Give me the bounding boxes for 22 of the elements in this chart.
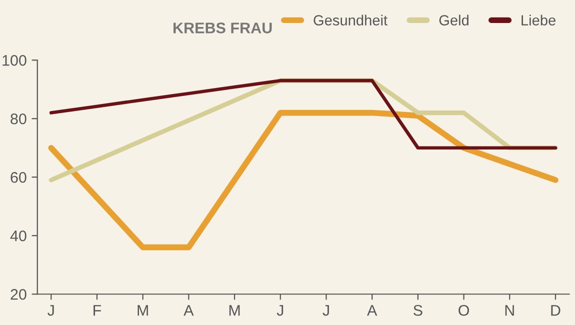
y-tick-label: 80 [10,113,26,124]
x-tick-label: J [322,305,329,316]
x-tick-label: J [48,305,54,316]
x-tick-label: O [458,304,470,316]
y-tick-label: 20 [10,288,26,300]
x-tick-label: A [184,305,194,316]
x-tick-label: F [94,305,102,316]
x-tick-label: J [276,305,284,316]
x-tick-label: D [551,305,560,316]
x-tick-label: N [505,305,514,316]
x-tick-label: A [367,305,378,316]
line-series [49,78,558,150]
y-tick-label: 40 [10,230,26,242]
chart-title: KREBS FRAU [174,22,272,34]
y-tick-label: 100 [2,54,26,66]
x-tick-label: M [229,305,240,316]
legend-label: Liebe [522,14,556,26]
legend-label: Geld [439,14,468,26]
legend-label: Gesundheit [314,14,388,26]
x-tick-label: M [138,305,148,316]
x-tick-label: S [414,304,422,316]
y-tick-label: 60 [10,172,26,183]
